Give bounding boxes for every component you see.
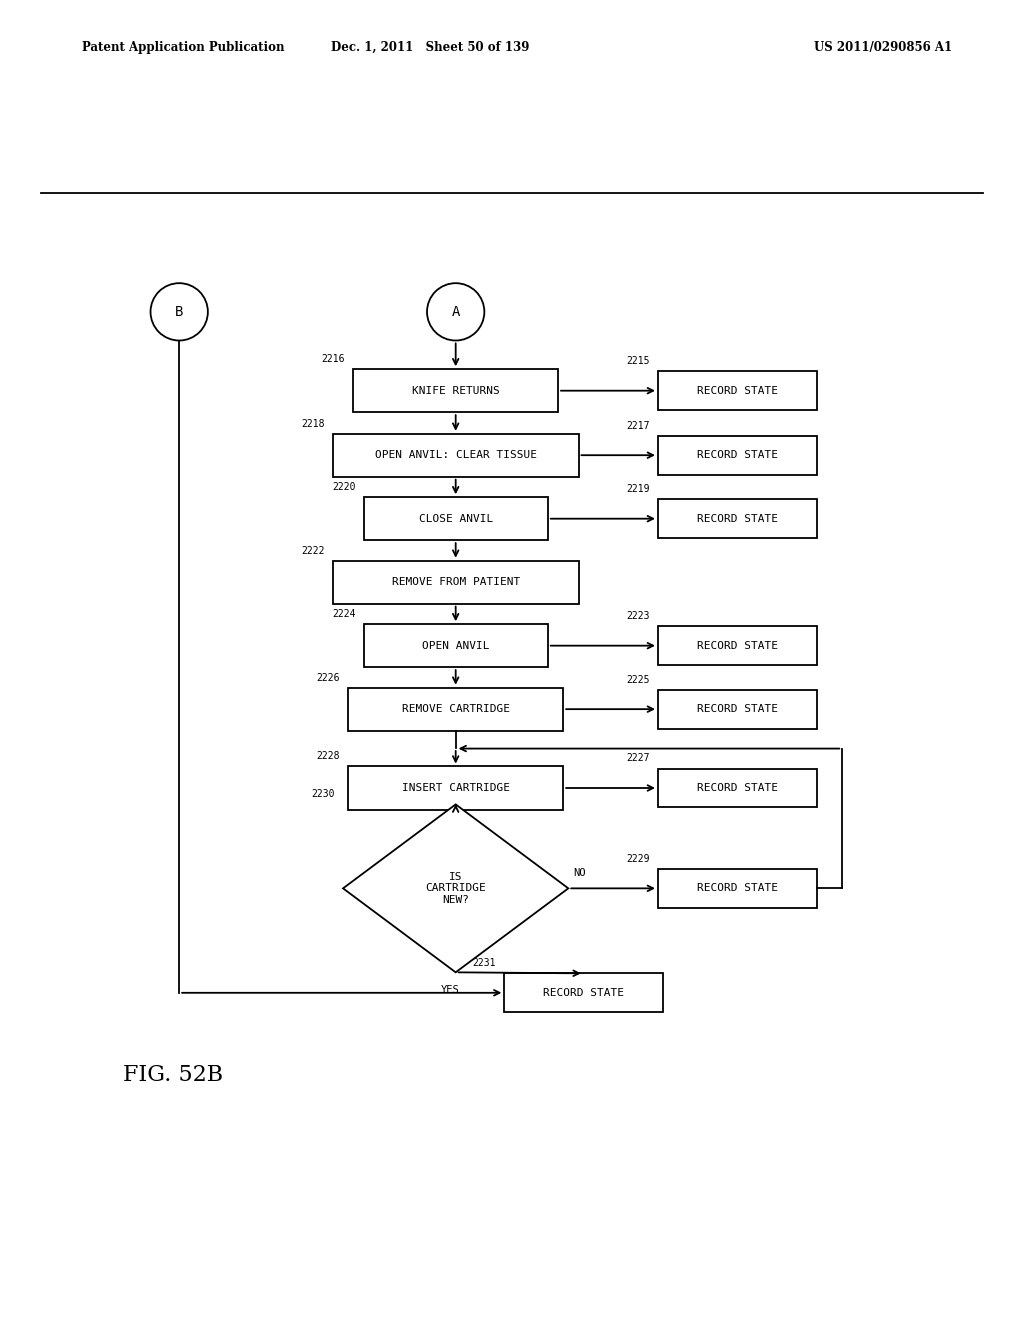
Text: Patent Application Publication: Patent Application Publication [82,41,285,54]
Text: 2218: 2218 [301,418,325,429]
Bar [657,499,817,539]
Text: 2222: 2222 [301,545,325,556]
Text: 2220: 2220 [332,482,355,492]
Text: 2227: 2227 [627,754,649,763]
Text: FIG. 52B: FIG. 52B [123,1064,223,1086]
Text: RECORD STATE: RECORD STATE [543,987,625,998]
Text: REMOVE CARTRIDGE: REMOVE CARTRIDGE [401,704,510,714]
Polygon shape [343,804,568,973]
Bar [657,371,817,411]
Text: 2228: 2228 [316,751,340,762]
Text: KNIFE RETURNS: KNIFE RETURNS [412,385,500,396]
Text: RECORD STATE: RECORD STATE [696,704,778,714]
Text: 2224: 2224 [332,609,355,619]
Bar [348,688,563,731]
Text: YES: YES [441,985,460,994]
Text: 2230: 2230 [311,789,335,800]
Circle shape [151,284,208,341]
Text: RECORD STATE: RECORD STATE [696,640,778,651]
Text: CLOSE ANVIL: CLOSE ANVIL [419,513,493,524]
Bar [333,434,579,477]
Text: 2215: 2215 [627,356,649,366]
Bar [348,767,563,809]
Text: RECORD STATE: RECORD STATE [696,513,778,524]
Text: RECORD STATE: RECORD STATE [696,883,778,894]
Text: OPEN ANVIL: CLEAR TISSUE: OPEN ANVIL: CLEAR TISSUE [375,450,537,461]
Bar [364,498,548,540]
Text: 2216: 2216 [322,354,345,364]
Text: A: A [452,305,460,319]
Text: 2223: 2223 [627,611,649,622]
Text: 2217: 2217 [627,421,649,430]
Bar [364,624,548,667]
Text: REMOVE FROM PATIENT: REMOVE FROM PATIENT [391,577,520,587]
Text: 2225: 2225 [627,675,649,685]
Bar [657,689,817,729]
Text: RECORD STATE: RECORD STATE [696,385,778,396]
Text: 2231: 2231 [473,958,496,969]
Bar [333,561,579,603]
Text: Dec. 1, 2011   Sheet 50 of 139: Dec. 1, 2011 Sheet 50 of 139 [331,41,529,54]
Text: IS
CARTRIDGE
NEW?: IS CARTRIDGE NEW? [425,871,486,906]
Bar [657,436,817,475]
Bar [657,869,817,908]
Text: 2229: 2229 [627,854,649,863]
Text: RECORD STATE: RECORD STATE [696,783,778,793]
Text: INSERT CARTRIDGE: INSERT CARTRIDGE [401,783,510,793]
Text: 2226: 2226 [316,672,340,682]
Text: B: B [175,305,183,319]
Circle shape [427,284,484,341]
Bar [504,973,664,1012]
Text: NO: NO [573,869,586,878]
Bar [657,626,817,665]
Text: US 2011/0290856 A1: US 2011/0290856 A1 [814,41,952,54]
Text: OPEN ANVIL: OPEN ANVIL [422,640,489,651]
Bar [657,768,817,808]
Text: RECORD STATE: RECORD STATE [696,450,778,461]
Bar [353,370,558,412]
Text: 2219: 2219 [627,484,649,494]
